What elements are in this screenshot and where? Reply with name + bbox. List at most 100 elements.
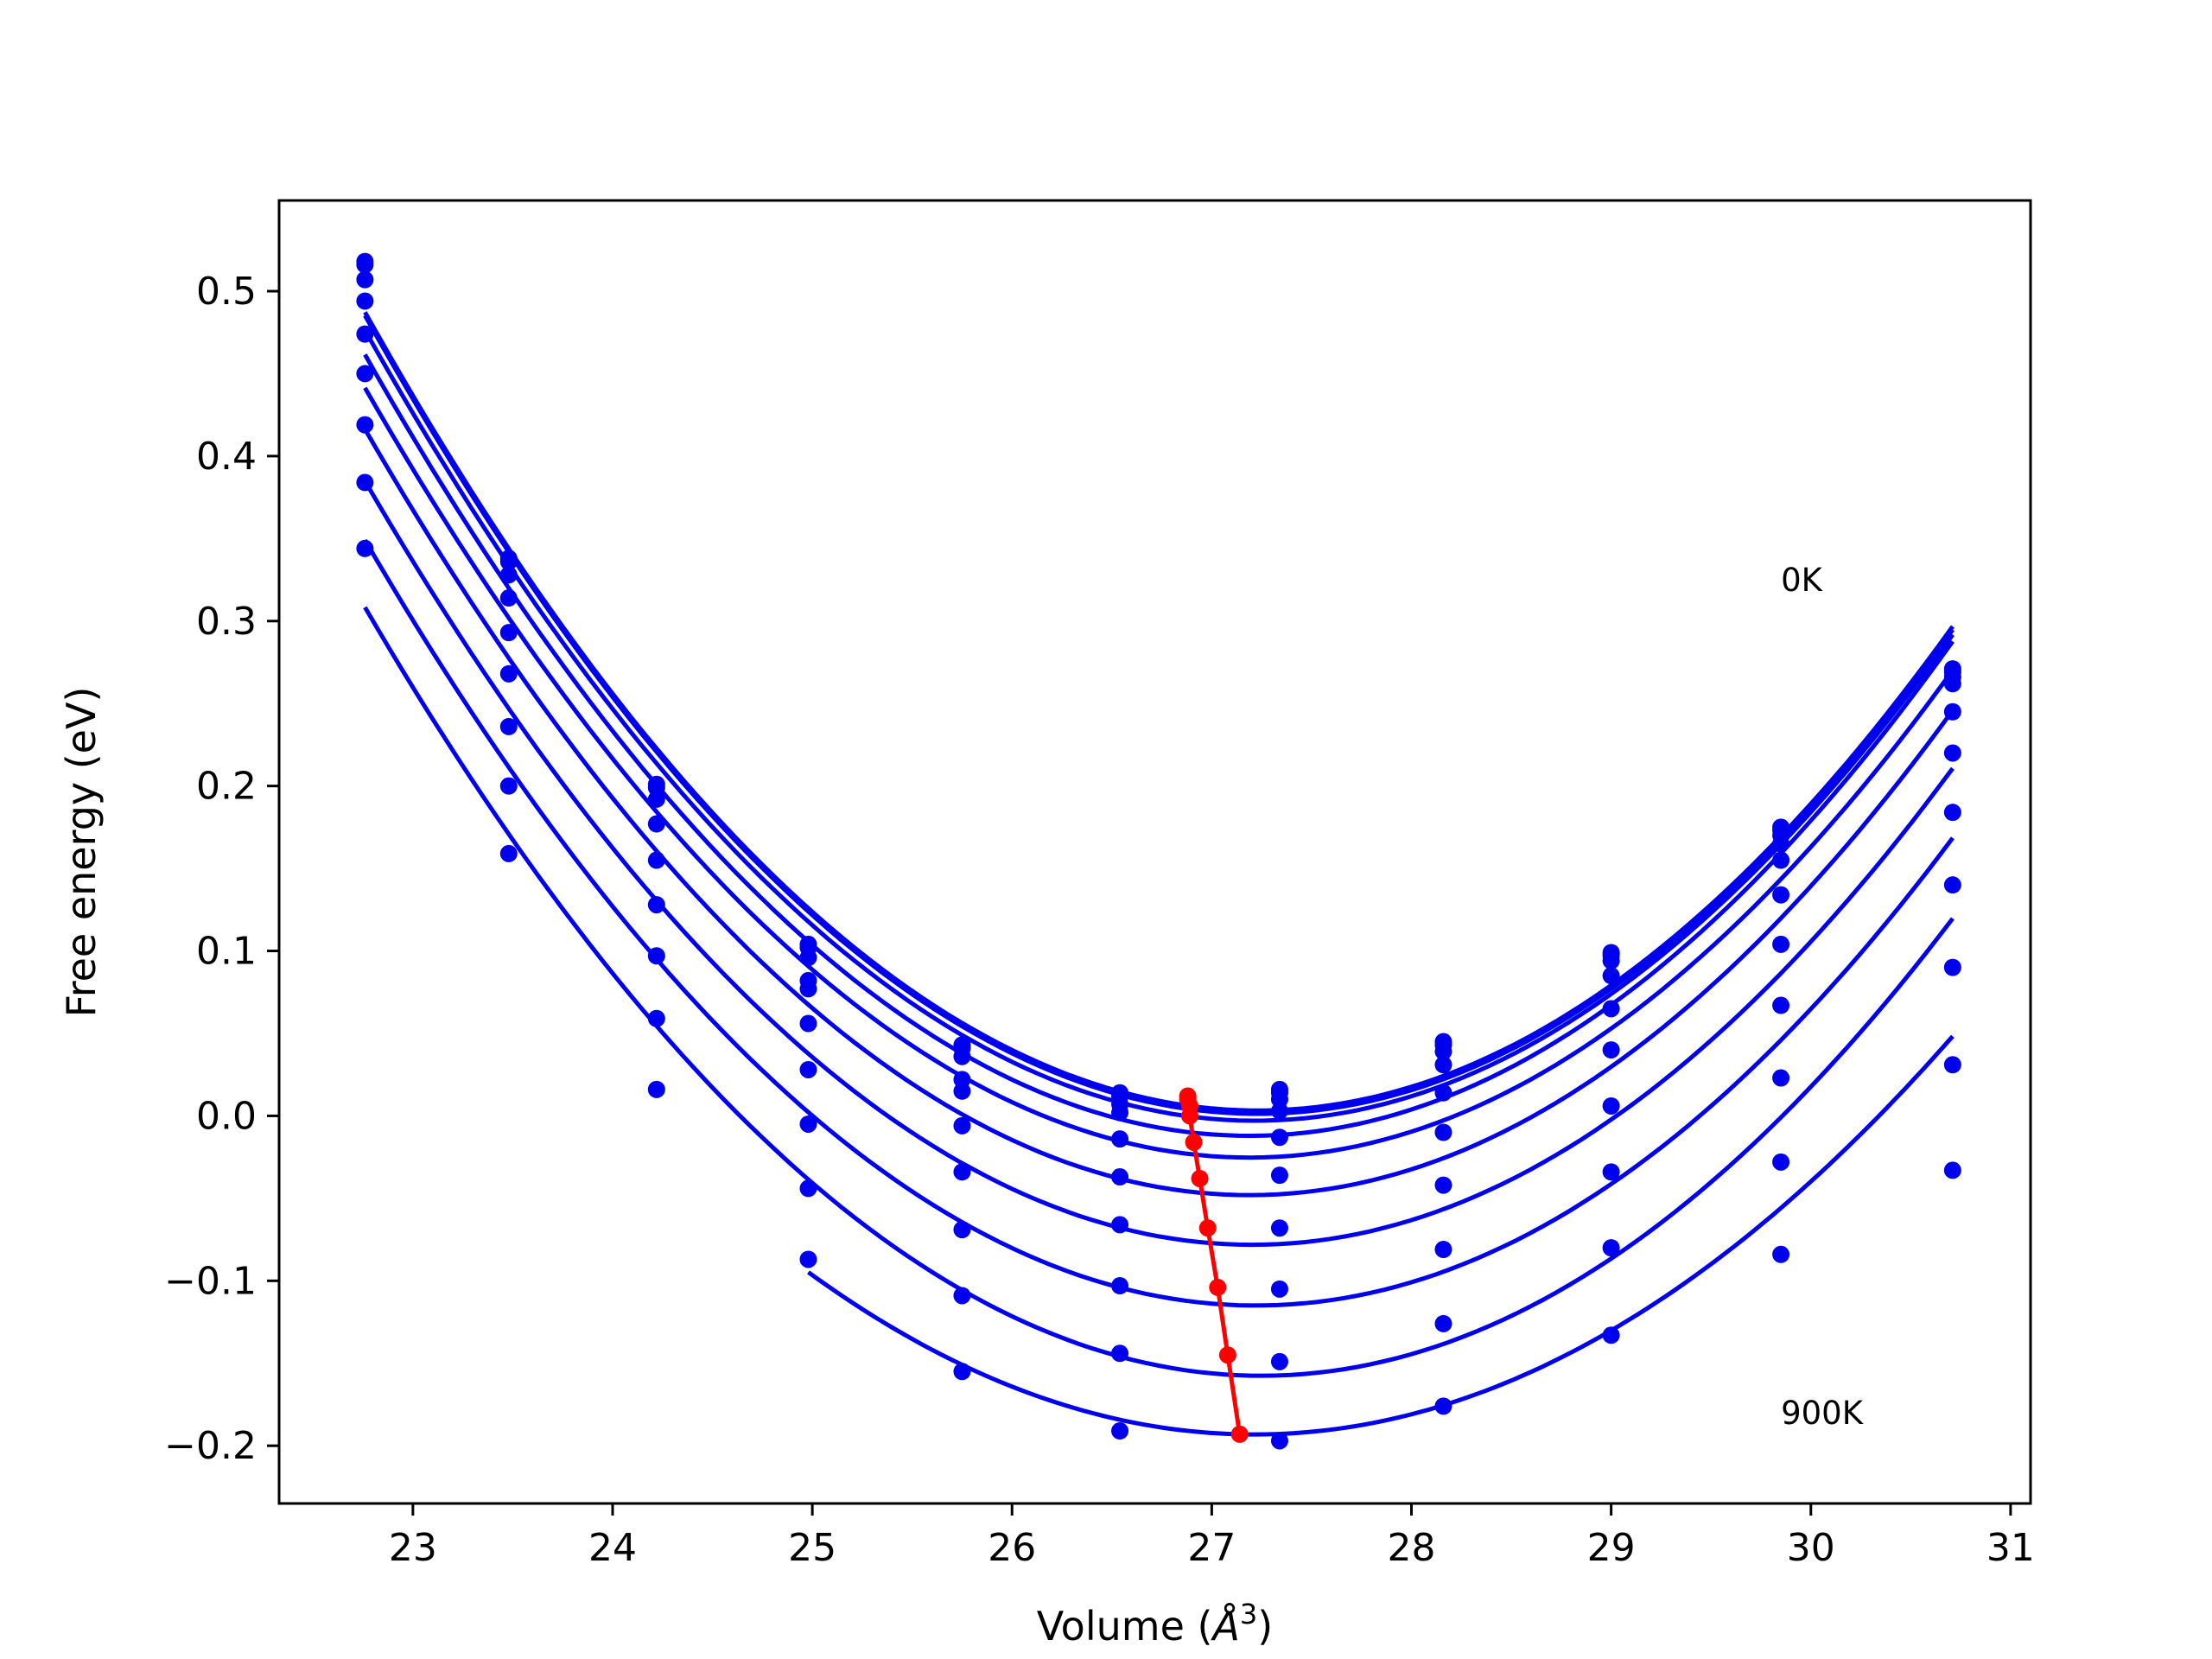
y-tick-label: 0.4 xyxy=(196,435,257,479)
y-tick-label: 0.0 xyxy=(196,1094,257,1138)
minimum-point xyxy=(1209,1278,1227,1296)
data-point xyxy=(1434,1314,1452,1332)
data-point xyxy=(1434,1056,1452,1074)
data-point xyxy=(1943,675,1961,693)
data-point xyxy=(1943,702,1961,721)
data-point xyxy=(953,1163,971,1181)
data-point xyxy=(1602,1041,1620,1059)
data-point xyxy=(499,777,518,795)
y-tick-label: 0.3 xyxy=(196,600,257,644)
data-point xyxy=(647,1080,665,1098)
data-point xyxy=(953,1082,971,1100)
data-point xyxy=(1602,1326,1620,1344)
data-point xyxy=(1772,851,1790,869)
data-point xyxy=(953,1363,971,1381)
data-point xyxy=(799,949,817,967)
data-point xyxy=(356,325,374,343)
data-point xyxy=(1111,1168,1129,1186)
x-tick-label: 30 xyxy=(1787,1526,1835,1570)
fit-curve xyxy=(363,353,1955,1139)
data-point xyxy=(1270,1280,1288,1298)
data-point xyxy=(356,256,374,274)
data-point xyxy=(1772,996,1790,1014)
data-point xyxy=(1943,804,1961,822)
y-axis-ticks: −0.2 −0.1 0.0 0.1 0.2 0.3 0.4 0.5 xyxy=(164,270,279,1468)
data-point xyxy=(1270,1128,1288,1147)
minimum-point xyxy=(1230,1425,1249,1443)
y-axis-label: Free energy (eV) xyxy=(58,687,105,1018)
data-points xyxy=(356,252,1961,1450)
fit-curve xyxy=(807,1034,1955,1437)
data-point xyxy=(499,589,518,607)
data-point xyxy=(647,815,665,833)
x-tick-label: 27 xyxy=(1187,1526,1236,1570)
annotation-0k: 0K xyxy=(1781,562,1824,599)
data-point xyxy=(1434,1084,1452,1102)
minimum-point xyxy=(1185,1133,1203,1151)
data-point xyxy=(1602,1000,1620,1018)
data-point xyxy=(799,1179,817,1198)
data-point xyxy=(799,1014,817,1033)
data-point xyxy=(1943,744,1961,762)
data-point xyxy=(1111,1422,1129,1440)
data-point xyxy=(1772,1069,1790,1087)
y-tick-label: −0.2 xyxy=(164,1424,257,1468)
data-point xyxy=(1111,1103,1129,1122)
minimum-point xyxy=(1198,1219,1217,1237)
fit-curve xyxy=(363,606,1955,1378)
data-point xyxy=(799,1115,817,1133)
x-tick-label: 25 xyxy=(788,1526,836,1570)
data-point xyxy=(953,1047,971,1065)
y-tick-label: 0.2 xyxy=(196,765,257,809)
fit-curve xyxy=(363,538,1955,1308)
data-point xyxy=(953,1287,971,1305)
x-axis-ticks: 23 24 25 26 27 28 29 30 31 xyxy=(389,1503,2035,1570)
fitted-curves xyxy=(363,311,1955,1437)
data-point xyxy=(1602,1163,1620,1181)
data-point xyxy=(1111,1277,1129,1295)
data-point xyxy=(1270,1352,1288,1370)
data-point xyxy=(1111,1130,1129,1148)
data-point xyxy=(1943,1056,1961,1074)
minimum-point xyxy=(1180,1107,1198,1125)
fit-curve xyxy=(363,480,1955,1248)
data-point xyxy=(356,539,374,557)
data-point xyxy=(647,896,665,914)
data-point xyxy=(1602,1239,1620,1257)
data-point xyxy=(1943,1161,1961,1179)
data-point xyxy=(1602,967,1620,985)
data-point xyxy=(1434,1123,1452,1141)
data-point xyxy=(1772,935,1790,953)
data-point xyxy=(799,1060,817,1078)
data-point xyxy=(356,416,374,434)
minimum-point xyxy=(1191,1169,1209,1187)
fit-curve xyxy=(363,328,1955,1123)
data-point xyxy=(356,270,374,289)
data-point xyxy=(356,292,374,310)
annotation-900k: 900K xyxy=(1781,1395,1865,1432)
data-point xyxy=(1270,1102,1288,1120)
y-tick-label: 0.5 xyxy=(196,270,257,314)
data-point xyxy=(1434,1397,1452,1415)
minimum-point xyxy=(1218,1346,1236,1364)
data-point xyxy=(1772,886,1790,904)
data-point xyxy=(1270,1219,1288,1237)
x-axis-label-exp: 3 xyxy=(1240,1598,1257,1630)
x-axis-label-main: Volume ( xyxy=(1037,1603,1213,1649)
y-tick-label: −0.1 xyxy=(164,1259,257,1303)
x-tick-label: 29 xyxy=(1587,1526,1636,1570)
data-point xyxy=(1111,1216,1129,1234)
data-point xyxy=(356,474,374,492)
data-point xyxy=(499,717,518,735)
data-point xyxy=(647,1009,665,1027)
data-point xyxy=(499,553,518,571)
x-axis-label-unit: Å xyxy=(1210,1603,1239,1649)
x-tick-label: 31 xyxy=(1986,1526,2035,1570)
data-point xyxy=(1434,1176,1452,1194)
data-point xyxy=(356,365,374,383)
data-point xyxy=(953,1116,971,1135)
data-point xyxy=(1434,1042,1452,1060)
data-point xyxy=(1602,1096,1620,1115)
data-point xyxy=(647,947,665,965)
